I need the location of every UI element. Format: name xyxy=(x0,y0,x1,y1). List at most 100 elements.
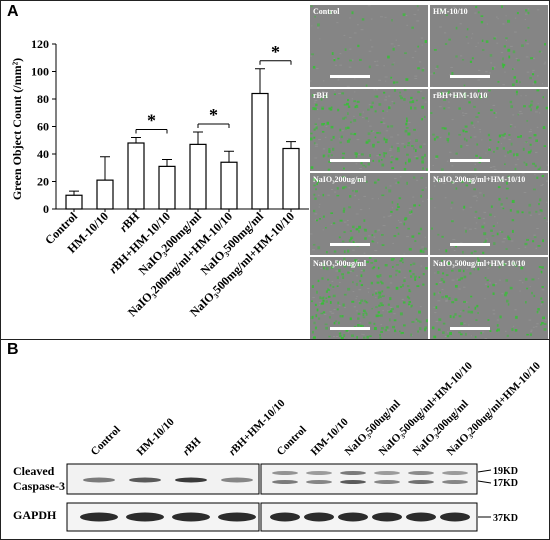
background-texture xyxy=(444,336,447,338)
green-cell xyxy=(487,319,490,321)
background-texture xyxy=(514,164,518,166)
green-cell xyxy=(542,125,545,129)
background-texture xyxy=(449,94,452,96)
green-cell xyxy=(415,157,419,160)
green-cell xyxy=(419,249,423,253)
background-texture xyxy=(362,116,364,118)
green-cell xyxy=(407,142,410,145)
green-cell xyxy=(477,267,480,271)
green-cell xyxy=(495,329,498,332)
green-cell xyxy=(403,168,407,171)
background-texture xyxy=(399,221,402,223)
background-texture xyxy=(343,221,347,223)
background-texture xyxy=(478,192,482,194)
green-cell xyxy=(470,310,474,314)
green-cell xyxy=(507,236,511,240)
background-texture xyxy=(474,216,476,218)
background-texture xyxy=(354,78,356,80)
green-cell xyxy=(473,250,477,253)
green-cell xyxy=(444,43,448,45)
green-cell xyxy=(496,232,499,236)
green-cell xyxy=(407,303,411,306)
green-cell xyxy=(468,179,472,183)
green-cell xyxy=(365,180,368,183)
green-cell xyxy=(512,153,515,157)
green-cell xyxy=(448,38,451,41)
green-cell xyxy=(463,275,467,279)
green-cell xyxy=(399,330,401,333)
background-texture xyxy=(494,283,497,285)
background-texture xyxy=(419,306,422,308)
lane-label: HM-10/10 xyxy=(135,416,178,459)
green-cell xyxy=(475,5,478,9)
green-cell xyxy=(385,138,388,141)
background-texture xyxy=(439,136,442,138)
green-cell xyxy=(396,203,399,206)
background-texture xyxy=(512,114,515,116)
green-cell xyxy=(364,228,368,232)
background-texture xyxy=(525,56,529,58)
green-cell xyxy=(411,235,415,238)
green-cell xyxy=(468,101,471,104)
background-texture xyxy=(453,250,456,252)
green-cell xyxy=(509,150,512,153)
background-texture xyxy=(389,185,392,187)
green-cell xyxy=(349,195,352,198)
background-texture xyxy=(341,130,344,132)
background-texture xyxy=(395,182,398,184)
green-cell xyxy=(370,281,374,285)
green-cell xyxy=(355,105,359,109)
green-cell xyxy=(325,227,327,229)
background-texture xyxy=(446,160,449,162)
green-cell xyxy=(337,301,340,305)
background-texture xyxy=(396,134,400,136)
background-texture xyxy=(414,156,418,158)
y-tick-label: 60 xyxy=(37,120,49,134)
green-cell xyxy=(541,301,544,304)
background-texture xyxy=(386,110,388,112)
green-cell xyxy=(407,132,411,136)
background-texture xyxy=(431,86,433,87)
green-cell xyxy=(395,286,399,290)
green-cell xyxy=(403,89,407,92)
background-texture xyxy=(540,304,543,306)
background-texture xyxy=(345,177,348,179)
background-texture xyxy=(324,136,327,138)
background-texture xyxy=(493,168,497,170)
background-texture xyxy=(489,72,491,74)
background-texture xyxy=(425,187,428,189)
background-texture xyxy=(473,136,477,138)
green-cell xyxy=(357,317,360,320)
green-cell xyxy=(350,121,352,124)
green-cell xyxy=(464,125,468,128)
green-cell xyxy=(397,147,400,150)
green-cell xyxy=(312,315,314,319)
background-texture xyxy=(377,198,380,200)
background-texture xyxy=(497,222,499,224)
green-cell xyxy=(310,132,313,135)
background-texture xyxy=(492,166,496,168)
background-texture xyxy=(484,298,486,300)
green-cell xyxy=(358,301,362,305)
green-cell xyxy=(366,261,369,264)
caspase-band xyxy=(221,477,253,483)
green-cell xyxy=(504,291,508,295)
green-cell xyxy=(325,290,328,293)
green-cell xyxy=(341,240,345,243)
green-cell xyxy=(310,316,313,320)
background-texture xyxy=(500,142,502,144)
green-cell xyxy=(421,159,425,163)
green-cell xyxy=(372,293,374,296)
green-cell xyxy=(422,250,425,254)
background-texture xyxy=(367,120,370,122)
green-cell xyxy=(541,286,544,288)
background-texture xyxy=(474,174,477,176)
background-texture xyxy=(522,282,524,284)
green-cell xyxy=(395,273,397,277)
background-texture xyxy=(314,143,318,145)
background-texture xyxy=(408,305,412,307)
green-cell xyxy=(322,154,326,157)
background-texture xyxy=(338,93,341,95)
green-cell xyxy=(376,141,380,144)
background-texture xyxy=(536,9,540,11)
